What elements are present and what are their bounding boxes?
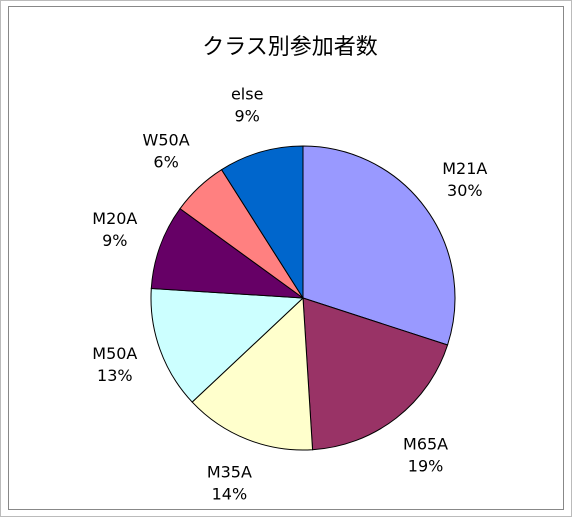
pie-slice bbox=[150, 287, 305, 403]
slice-label: M50A bbox=[92, 344, 137, 363]
slice-value-label: 19% bbox=[408, 457, 444, 476]
pie-slice bbox=[220, 145, 304, 300]
slice-value-label: 14% bbox=[212, 484, 248, 503]
pie-slice bbox=[150, 207, 305, 299]
slice-value-label: 30% bbox=[447, 181, 483, 200]
chart-title: クラス別参加者数 bbox=[202, 35, 378, 60]
pie-slice bbox=[302, 145, 456, 346]
slice-value-label: 9% bbox=[235, 106, 260, 125]
slice-label: M65A bbox=[403, 435, 448, 454]
slice-value-label: 13% bbox=[97, 366, 133, 385]
slice-label: M35A bbox=[207, 462, 252, 481]
pie-slice bbox=[191, 296, 314, 451]
slice-label: W50A bbox=[143, 131, 190, 150]
slice-value-label: 6% bbox=[153, 153, 178, 172]
pie-slice bbox=[302, 297, 449, 451]
slice-label: M21A bbox=[442, 159, 487, 178]
slice-value-label: 9% bbox=[102, 231, 127, 250]
slice-label: M20A bbox=[92, 209, 137, 228]
slice-label: else bbox=[231, 84, 263, 103]
